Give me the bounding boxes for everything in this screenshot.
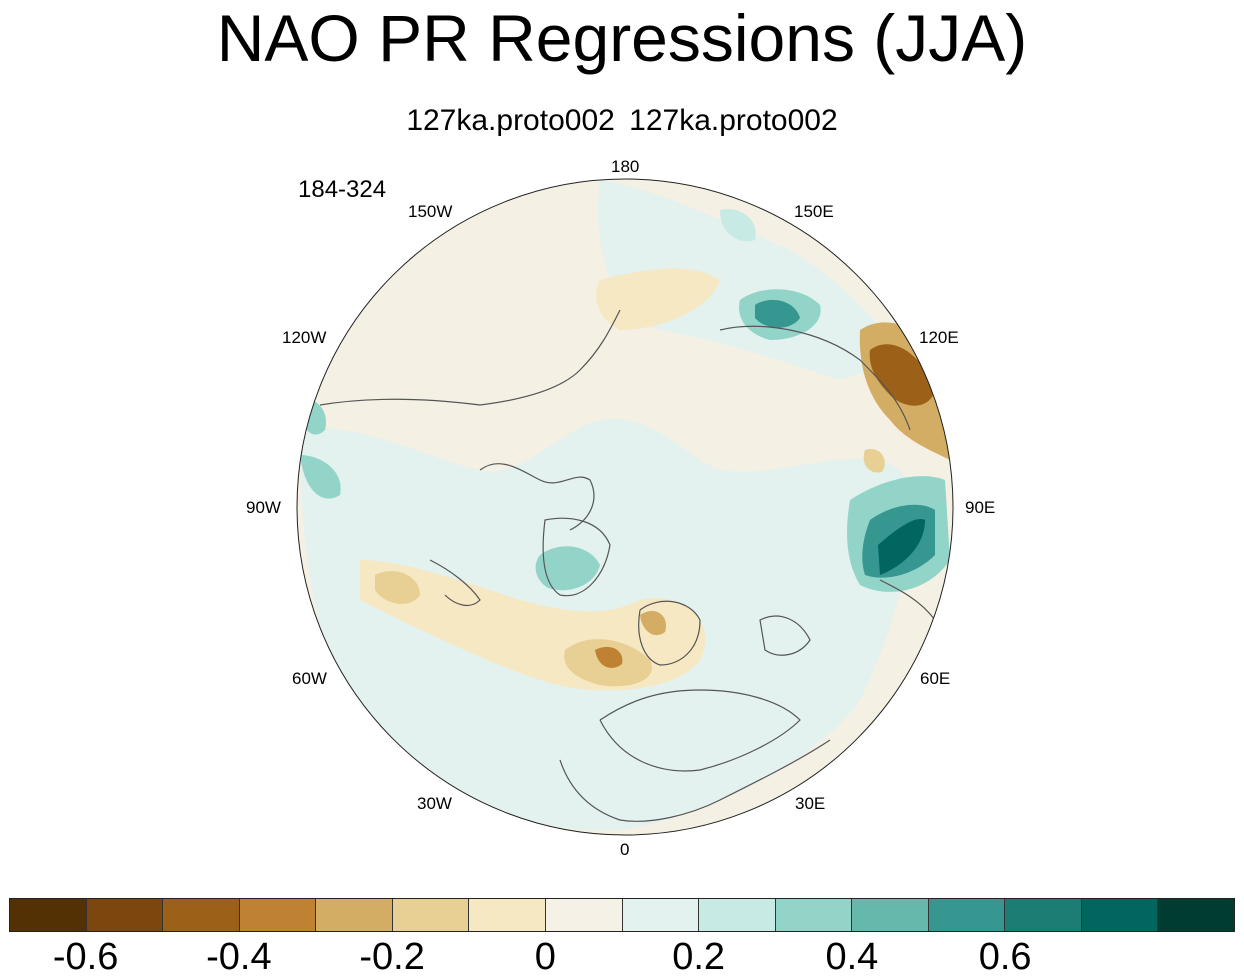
anomaly-region-teal xyxy=(535,546,600,591)
anomaly-region-dark-teal xyxy=(755,299,800,328)
colorbar-swatch xyxy=(775,899,853,931)
colorbar-tick-label: 0.2 xyxy=(672,936,726,978)
colorbar-swatch xyxy=(1081,899,1159,931)
colorbar-tick-label: -0.4 xyxy=(206,936,272,978)
colorbar-swatch xyxy=(10,899,87,931)
colorbar-tick-label: 0.6 xyxy=(978,936,1032,978)
colorbar-swatch xyxy=(239,899,317,931)
polar-map xyxy=(296,178,954,836)
colorbar-swatch xyxy=(622,899,700,931)
colorbar-swatch xyxy=(392,899,470,931)
lon-label-120e: 120E xyxy=(919,328,959,347)
colorbar-tick-label: -0.2 xyxy=(359,936,425,978)
anomaly-region-teal xyxy=(300,455,341,499)
lon-label-150e: 150E xyxy=(794,202,834,221)
lon-label-150w: 150W xyxy=(408,202,453,221)
colorbar-tick-label: 0 xyxy=(534,936,556,978)
lon-label-180: 180 xyxy=(611,157,640,176)
anomaly-region-light-teal xyxy=(720,209,756,242)
colorbar-swatch xyxy=(1158,899,1234,931)
coastlines xyxy=(319,309,936,822)
colorbar-tick-label: 0.4 xyxy=(825,936,879,978)
lon-label-90w: 90W xyxy=(246,498,281,517)
anomaly-region-brown xyxy=(640,611,666,636)
colorbar-swatch xyxy=(1005,899,1082,931)
lon-label-30e: 30E xyxy=(795,794,826,813)
lon-label-60w: 60W xyxy=(292,669,327,688)
colorbar-swatch xyxy=(469,899,546,931)
anomaly-region-dark-teal xyxy=(878,519,925,575)
colorbar-swatch xyxy=(86,899,164,931)
colorbar-swatch xyxy=(928,899,1006,931)
colorbar-swatch xyxy=(545,899,623,931)
lon-label-90e: 90E xyxy=(965,498,996,517)
lon-label-120w: 120W xyxy=(282,328,327,347)
map-boundary xyxy=(296,178,954,836)
anomaly-region-tan xyxy=(863,449,885,473)
colorbar-swatch xyxy=(163,899,240,931)
colorbar-swatch xyxy=(852,899,929,931)
anomaly-region-light-teal xyxy=(598,180,900,380)
chart-title: NAO PR Regressions (JJA) xyxy=(216,1,1028,75)
colorbar-swatch xyxy=(699,899,776,931)
anomaly-region-tan xyxy=(375,571,420,605)
lon-label-60e: 60E xyxy=(920,669,951,688)
lon-label-30w: 30W xyxy=(417,794,452,813)
year-range-label: 184-324 xyxy=(298,176,387,203)
colorbar xyxy=(9,898,1235,932)
anomaly-region-tan xyxy=(596,268,720,330)
chart-subtitle: 127ka.proto002 127ka.proto002 xyxy=(406,104,838,137)
lon-label-0: 0 xyxy=(620,840,630,859)
anomaly-region-dark-brown xyxy=(869,344,935,406)
colorbar-swatch xyxy=(316,899,393,931)
colorbar-tick-label: -0.6 xyxy=(52,936,119,978)
anomaly-region-brown xyxy=(595,646,623,668)
